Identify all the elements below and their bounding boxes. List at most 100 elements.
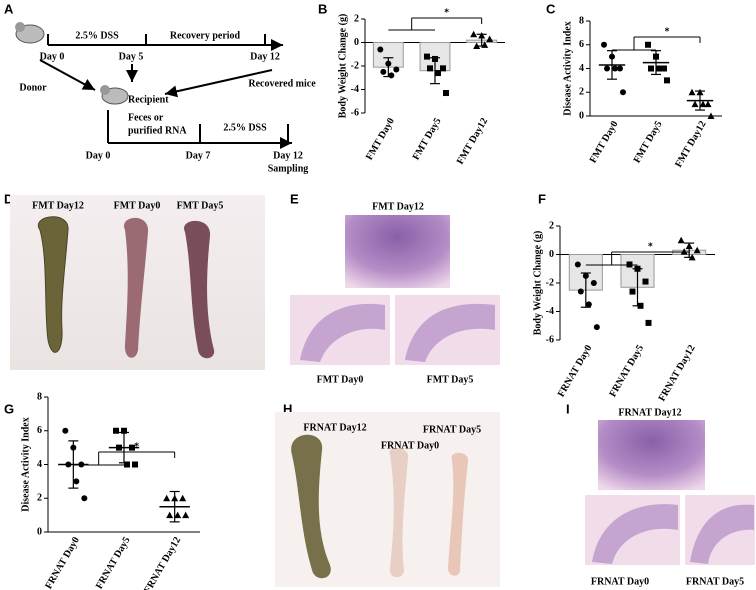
x-tick-label: FMT Day5: [632, 119, 665, 165]
label: Recovery period: [170, 30, 241, 41]
y-tick-label: 0: [579, 110, 584, 121]
x-tick-label: FRNAT Day12: [142, 535, 183, 590]
colon: [389, 447, 409, 578]
mouse-icon: [15, 22, 25, 32]
y-axis-label: Body Weight Change (g): [337, 14, 348, 119]
data-point: [648, 65, 654, 72]
photo-label: FMT Day5: [427, 374, 474, 385]
x-tick-label: FRNAT Day0: [43, 535, 82, 590]
data-point: [179, 494, 187, 502]
significance: *: [134, 441, 139, 452]
data-point: [577, 288, 584, 295]
data-point: [612, 65, 618, 72]
data-point: [707, 112, 715, 119]
data-point: [377, 46, 384, 53]
x-tick-label: FMT Day12: [455, 116, 490, 166]
data-point: [174, 511, 182, 519]
y-tick-label: 2: [354, 13, 359, 24]
y-axis-label: Body Weight Change (g): [532, 231, 543, 336]
label: Recovered mice: [248, 78, 316, 89]
colon: [37, 216, 69, 353]
x-tick-label: FRNAT Day12: [657, 343, 698, 403]
data-point: [656, 65, 662, 72]
label: Day 12: [273, 150, 303, 161]
histology-image: [598, 420, 705, 490]
data-point: [443, 90, 449, 97]
label: 2.5% DSS: [75, 30, 119, 41]
colon: [123, 217, 149, 358]
data-point: [699, 100, 707, 108]
data-point: [574, 261, 581, 268]
data-point: [81, 495, 88, 502]
y-tick-label: -4: [546, 306, 554, 317]
y-tick-label: 0: [37, 526, 42, 537]
y-tick-label: 2: [549, 220, 554, 231]
data-point: [129, 444, 135, 451]
y-tick-label: 4: [37, 459, 42, 470]
y-tick-label: 2: [37, 493, 42, 504]
data-point: [388, 72, 395, 79]
data-point: [121, 427, 127, 434]
data-point: [73, 478, 80, 485]
data-point: [626, 261, 633, 268]
panel-letter: D: [4, 191, 13, 206]
photo-label: FRNAT Day12: [303, 422, 366, 433]
colon: [184, 220, 215, 359]
photo-label: FRNAT Day5: [423, 424, 481, 435]
y-tick-label: 0: [354, 37, 359, 48]
panel-letter: H: [283, 401, 292, 416]
y-axis-label: Disease Activity Index: [20, 417, 31, 511]
data-point: [163, 494, 171, 502]
photo-label: FRNAT Day12: [618, 407, 681, 418]
label: Day 0: [86, 150, 111, 161]
photo-label: FMT Day12: [32, 200, 84, 211]
panel-letter: F: [538, 191, 546, 206]
label: Day 7: [186, 150, 211, 161]
data-point: [645, 41, 651, 48]
tissue: [300, 303, 385, 362]
data-point: [486, 35, 494, 42]
data-point: [691, 100, 699, 108]
y-tick-label: 2: [579, 87, 584, 98]
y-tick-label: -6: [351, 107, 359, 118]
photo-label: FRNAT Day0: [591, 576, 649, 587]
significance: *: [665, 26, 670, 37]
photo-label: FMT Day0: [317, 374, 364, 385]
label: Donor: [19, 82, 47, 93]
label: Day 0: [40, 51, 65, 62]
data-point: [604, 65, 610, 72]
y-tick-label: 4: [579, 63, 584, 74]
y-tick-label: -2: [351, 60, 359, 71]
data-point: [688, 88, 696, 96]
panel-letter: B: [318, 1, 327, 16]
colon: [291, 434, 331, 579]
data-point: [629, 288, 636, 295]
label: Recipient: [128, 94, 169, 105]
x-tick-label: FMT Day0: [364, 116, 397, 162]
data-point: [380, 68, 387, 75]
significance: *: [648, 241, 653, 252]
data-point: [62, 427, 69, 434]
x-tick-label: FMT Day0: [588, 119, 621, 165]
tissue: [690, 504, 754, 564]
y-tick-label: -2: [546, 277, 554, 288]
data-point: [132, 461, 138, 468]
data-point: [166, 511, 174, 519]
y-axis-label: Disease Activity Index: [562, 21, 573, 115]
data-point: [664, 77, 670, 84]
colon: [448, 452, 469, 576]
data-point: [593, 324, 600, 331]
y-tick-label: 6: [579, 39, 584, 50]
data-point: [182, 511, 190, 519]
x-tick-label: FRNAT Day5: [607, 343, 646, 399]
y-tick-label: -4: [351, 84, 359, 95]
panel-letter: C: [546, 1, 556, 16]
data-point: [65, 461, 72, 468]
x-tick-label: FRNAT Day5: [94, 535, 133, 590]
histology-image: [345, 215, 450, 288]
photo-label: FMT Day12: [372, 201, 424, 212]
data-point: [661, 65, 667, 72]
data-point: [704, 100, 712, 108]
data-point: [124, 461, 130, 468]
